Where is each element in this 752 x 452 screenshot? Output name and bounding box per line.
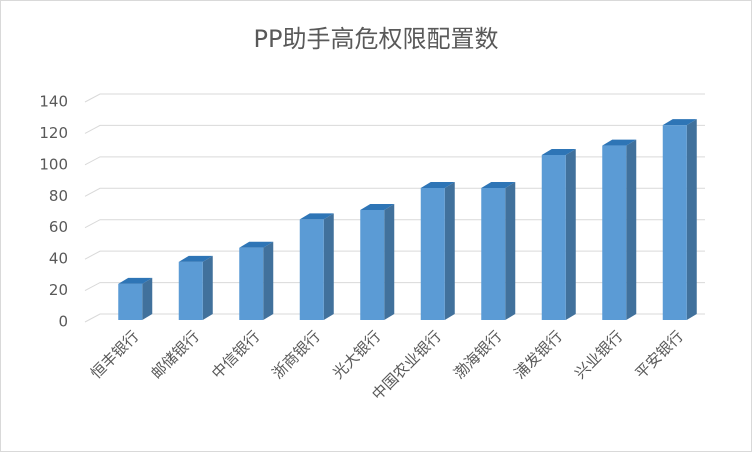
bar-face	[505, 182, 516, 320]
bar	[662, 119, 697, 321]
bar-face	[481, 188, 506, 320]
bar-face	[239, 241, 274, 248]
bar-face	[142, 277, 153, 320]
bar	[420, 182, 455, 320]
bar-face	[662, 125, 687, 321]
bar	[299, 213, 334, 320]
bar	[239, 241, 274, 320]
grid-line	[84, 124, 705, 134]
bar-face	[686, 119, 697, 321]
bar-face	[602, 145, 627, 320]
bar-face	[239, 247, 264, 320]
y-tick-label: 60	[49, 218, 68, 236]
chart-title: PP助手高危权限配置数	[254, 25, 499, 53]
y-tick-label: 40	[49, 250, 68, 268]
bar	[178, 255, 213, 320]
bar-face	[178, 261, 203, 320]
bar-face	[323, 213, 334, 320]
grid-line	[84, 93, 705, 103]
bar-face	[202, 255, 213, 320]
bar-face	[360, 204, 395, 210]
y-tick-label: 20	[49, 281, 68, 299]
bar-face	[299, 213, 334, 220]
y-tick-label: 100	[39, 155, 68, 173]
bar-face	[299, 219, 324, 320]
y-tick-label: 120	[39, 124, 68, 142]
bar-face	[626, 139, 637, 320]
bar-face	[263, 241, 274, 320]
bar	[118, 277, 153, 320]
bar-face	[118, 283, 143, 320]
bar-face	[420, 188, 445, 320]
y-tick-label: 0	[58, 313, 68, 331]
bar-face	[565, 149, 576, 320]
bar	[602, 139, 637, 320]
bar-face	[662, 119, 697, 126]
bar-face	[444, 182, 455, 320]
bar-face	[420, 182, 455, 188]
bar-face	[602, 139, 637, 146]
bar-face	[118, 277, 153, 284]
bar	[360, 204, 395, 320]
grid-line	[84, 156, 705, 166]
bar-face	[384, 204, 395, 320]
bar-face	[481, 182, 516, 188]
bar	[481, 182, 516, 320]
bar-face	[178, 255, 213, 262]
y-tick-label: 80	[49, 187, 68, 205]
y-tick-label: 140	[39, 93, 68, 111]
bar	[541, 149, 576, 320]
bar-face	[541, 155, 566, 320]
bar-face	[541, 149, 576, 155]
bar-face	[360, 210, 385, 320]
